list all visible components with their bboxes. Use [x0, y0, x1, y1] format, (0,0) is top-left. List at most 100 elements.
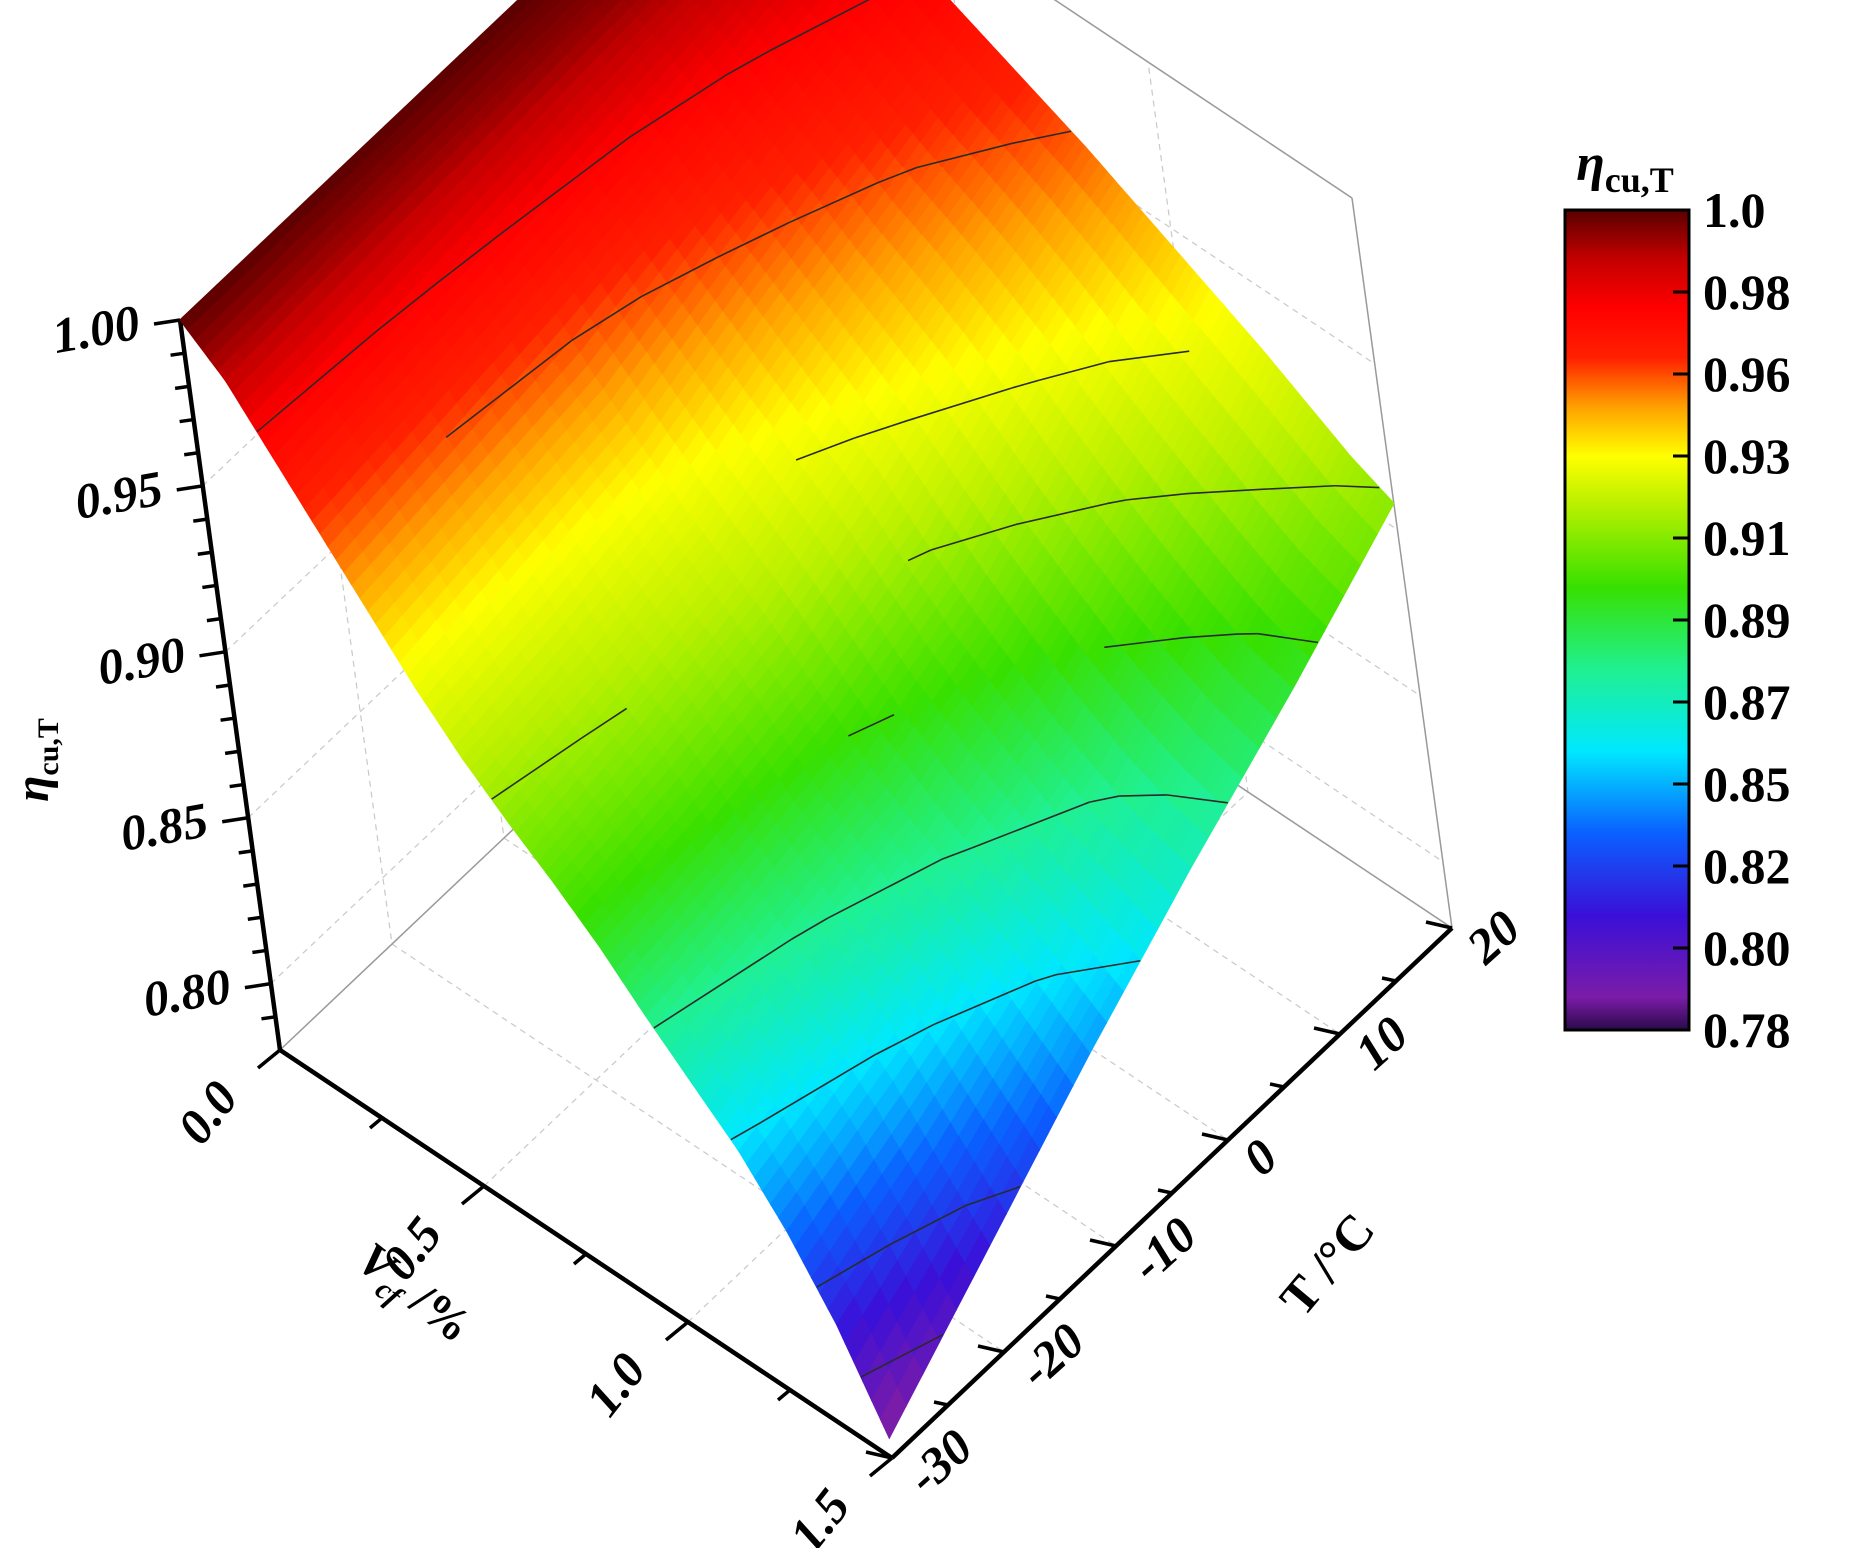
z-minor-tick [170, 351, 185, 357]
z-minor-tick [206, 616, 222, 623]
colorbar-label: 0.78 [1703, 1002, 1791, 1058]
contour-segment [730, 1122, 761, 1141]
contour-segment [769, 0, 870, 52]
contour-segment [1011, 130, 1072, 145]
contour-segment [816, 1244, 890, 1288]
y-minor-tick [1381, 976, 1397, 983]
y-major-tick [1201, 1132, 1229, 1142]
contour-segment [1034, 973, 1057, 982]
y-minor-tick [1269, 1082, 1285, 1089]
contour-segment [907, 549, 932, 562]
colorbar-label: 0.80 [1703, 920, 1791, 976]
y-major-tick [1425, 920, 1453, 930]
contour-segment [1104, 636, 1185, 649]
contour-segment [1089, 795, 1120, 803]
contour-segment [1334, 484, 1380, 489]
contour-segment [580, 707, 628, 740]
z-tick-label: 0.80 [139, 957, 235, 1027]
contour-segment [1107, 499, 1127, 505]
z-minor-tick [229, 782, 244, 789]
contour-segment [933, 980, 1036, 1026]
x-tick-label: 1.0 [574, 1342, 657, 1426]
z-minor-tick [252, 948, 267, 955]
contour-segment [1037, 360, 1109, 382]
y-minor-tick [933, 1400, 949, 1407]
surface-patch [879, 1386, 907, 1440]
colorbar-title: ηcu,T [1576, 135, 1674, 200]
x-major-tick [460, 1184, 486, 1206]
contour-segment [256, 330, 378, 433]
contour-segment [1187, 488, 1262, 495]
z-tick-label: 0.95 [71, 460, 167, 530]
z-minor-tick [220, 716, 235, 722]
colorbar-gradient [1563, 208, 1691, 1032]
contour-segment [653, 938, 793, 1029]
y-tick-label: -20 [1008, 1312, 1095, 1398]
contour-segment [795, 437, 855, 461]
z-major-tick [199, 650, 226, 658]
z-minor-tick [197, 550, 213, 557]
contour-layer [256, 0, 1380, 1378]
z-major-tick [153, 318, 181, 326]
y-tick-label: 20 [1455, 899, 1530, 975]
z-minor-tick [193, 517, 208, 523]
y-axis-title: T /°C [1269, 1202, 1386, 1326]
contour-segment [916, 142, 1012, 169]
z-minor-tick [179, 417, 194, 424]
contour-segment [848, 713, 895, 737]
contour-segment [1010, 379, 1039, 389]
contour-segment [571, 295, 642, 342]
contour-segment [376, 281, 440, 332]
y-major-tick [977, 1344, 1005, 1354]
colorbar-label: 0.85 [1703, 756, 1791, 812]
y-major-tick [1089, 1238, 1117, 1248]
contour-segment [1126, 492, 1188, 501]
x-tick-label: 1.5 [778, 1478, 861, 1548]
z-tick-label: 0.85 [116, 791, 212, 861]
z-minor-tick [215, 683, 231, 689]
colorbar-label: 0.89 [1703, 592, 1791, 648]
z-minor-tick [261, 1015, 276, 1021]
contour-segment [491, 737, 582, 800]
z-minor-tick [247, 915, 263, 922]
contour-segment [791, 917, 829, 940]
z-minor-tick [238, 849, 253, 855]
colorbar: 1.0 0.98 0.96 0.93 0.91 0.89 0.87 0.85 0.82 0.80 0… [1563, 135, 1791, 1058]
contour-segment [759, 1054, 876, 1124]
contour-segment [438, 232, 502, 283]
z-minor-tick [202, 583, 217, 590]
z-axis-title: ηcu,T [6, 718, 65, 802]
contour-segment [641, 256, 719, 298]
contour-segment [1055, 959, 1141, 976]
contour-segment [501, 136, 630, 234]
colorbar-label: 0.87 [1703, 674, 1791, 730]
y-major-tick [865, 1450, 893, 1460]
x-major-tick [664, 1320, 690, 1342]
z-minor-tick [224, 749, 240, 756]
y-minor-tick [1157, 1188, 1173, 1195]
y-tick-label: 10 [1344, 1005, 1419, 1080]
contour-segment [930, 523, 1017, 551]
contour-segment [1166, 794, 1228, 804]
contour-segment [877, 166, 918, 184]
contour-segment [971, 801, 1090, 849]
contour-segment [874, 1023, 935, 1056]
contour-segment [628, 73, 728, 139]
x-minor-tick [572, 1252, 588, 1266]
contour-segment [965, 1185, 1021, 1207]
contour-segment [853, 419, 908, 440]
colorbar-label: 0.98 [1703, 264, 1791, 320]
y-tick-label: 0 [1232, 1128, 1288, 1186]
z-minor-tick [183, 450, 199, 457]
colorbar-label: 0.91 [1703, 510, 1791, 566]
box-frame-edge [1053, 0, 1353, 199]
x-major-tick [868, 1456, 894, 1478]
contour-segment [1257, 632, 1319, 644]
contour-segment [717, 221, 790, 258]
contour-segment [1183, 633, 1238, 639]
z-major-tick [244, 981, 272, 990]
z-minor-tick [243, 882, 258, 888]
y-tick-label: -10 [1120, 1206, 1207, 1292]
colorbar-label: 0.96 [1703, 346, 1791, 402]
